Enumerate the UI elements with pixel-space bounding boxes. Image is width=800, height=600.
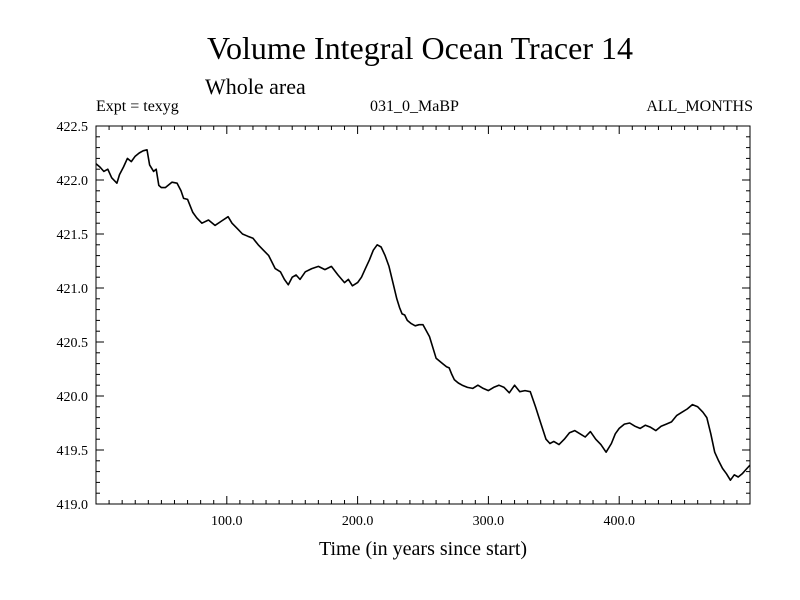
axes-layer: 100.0 200.0 300.0 400.0 419.0 419.5 420.0 420.5… xyxy=(57,120,750,529)
series-line xyxy=(95,149,751,481)
experiment-label: Expt = texyg xyxy=(96,98,179,115)
plot-frame xyxy=(95,125,751,505)
x-axis-label: Time (in years since start) xyxy=(319,538,527,560)
months-label: ALL_MONTHS xyxy=(646,98,753,115)
y-tick-label: 420.5 xyxy=(57,336,89,351)
chart-subtitle: Whole area xyxy=(205,74,306,99)
y-tick-label: 422.5 xyxy=(57,120,89,135)
y-tick-label: 420.0 xyxy=(57,390,89,405)
y-tick-label: 421.5 xyxy=(57,228,89,243)
x-tick-label: 200.0 xyxy=(342,514,374,529)
y-tick-label: 419.5 xyxy=(57,444,89,459)
period-label: 031_0_MaBP xyxy=(370,98,459,115)
y-tick-label: 419.0 xyxy=(57,498,89,513)
x-tick-label: 100.0 xyxy=(211,514,243,529)
y-tick-label: 421.0 xyxy=(57,282,89,297)
x-tick-label: 400.0 xyxy=(603,514,635,529)
chart-title: Volume Integral Ocean Tracer 14 xyxy=(207,30,633,66)
y-tick-label: 422.0 xyxy=(57,174,89,189)
x-tick-label: 300.0 xyxy=(473,514,505,529)
